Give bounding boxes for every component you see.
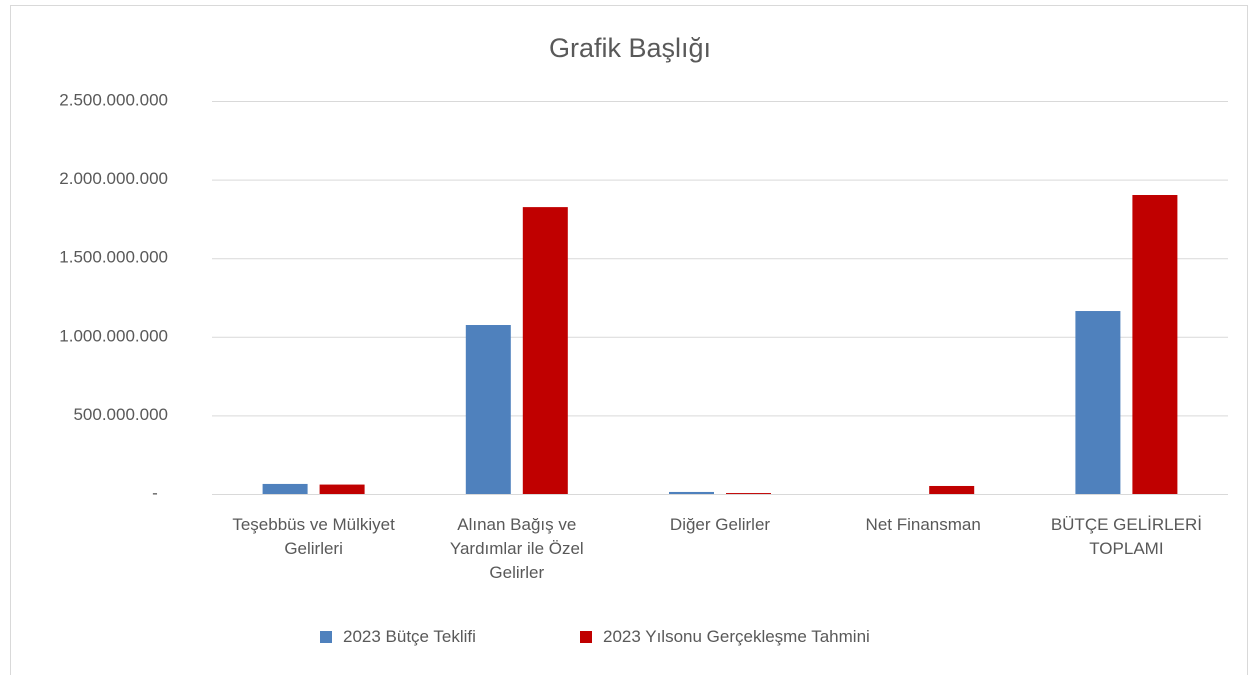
bar [319,484,365,494]
legend-label: 2023 Yılsonu Gerçekleşme Tahmini [603,627,870,646]
x-tick-label: BÜTÇE GELİRLERİ TOPLAMI [1050,515,1202,558]
legend-swatch [320,631,332,643]
chart-border [10,5,1248,675]
bar [669,491,714,494]
x-tick-label: Teşebbüs ve Mülkiyet Gelirleri [232,515,395,558]
bar [929,485,975,494]
bar [726,493,771,494]
bar [262,483,308,494]
x-tick-label: Alınan Bağış ve Yardımlar ile Özel Gelir… [449,515,584,582]
x-tick-label: Diğer Gelirler [669,515,771,534]
bar [522,207,568,495]
chart-title: Grafik Başlığı [549,33,711,63]
bar [1132,195,1178,494]
y-tick-label: - [152,483,158,502]
y-tick-label: 2.000.000.000 [59,169,168,188]
legend-swatch [580,631,592,643]
y-tick-label: 500.000.000 [73,405,168,424]
y-tick-label: 2.500.000.000 [59,90,168,109]
bar [1075,311,1121,494]
y-tick-label: 1.000.000.000 [59,326,168,345]
x-tick-label: Net Finansman [865,515,981,534]
bar [465,325,511,494]
y-tick-label: 1.500.000.000 [59,248,168,267]
legend-label: 2023 Bütçe Teklifi [343,627,476,646]
